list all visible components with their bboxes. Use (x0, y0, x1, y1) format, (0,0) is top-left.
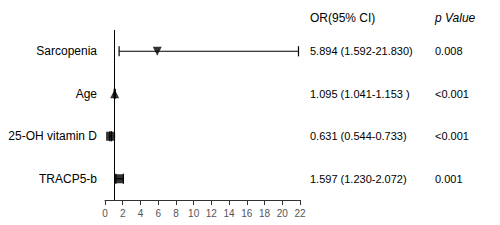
svg-text:Sarcopenia: Sarcopenia (36, 44, 97, 58)
svg-text:10: 10 (188, 208, 200, 219)
svg-text:0.008: 0.008 (435, 45, 463, 57)
svg-text:1.597 (1.230-2.072): 1.597 (1.230-2.072) (310, 173, 407, 185)
svg-text:14: 14 (224, 208, 236, 219)
svg-text:1.095 (1.041-1.153 ): 1.095 (1.041-1.153 ) (310, 88, 410, 100)
svg-text:16: 16 (241, 208, 253, 219)
svg-text:25-OH vitamin D: 25-OH vitamin D (8, 129, 97, 143)
svg-text:22: 22 (294, 208, 306, 219)
svg-text:TRACP5-b: TRACP5-b (39, 172, 97, 186)
svg-text:<0.001: <0.001 (435, 130, 469, 142)
svg-text:2: 2 (120, 208, 126, 219)
svg-text:Age: Age (76, 87, 98, 101)
svg-text:12: 12 (206, 208, 218, 219)
svg-text:0.631 (0.544-0.733): 0.631 (0.544-0.733) (310, 130, 407, 142)
svg-text:8: 8 (173, 208, 179, 219)
svg-text:OR(95% CI): OR(95% CI) (310, 11, 375, 25)
svg-text:5.894 (1.592-21.830): 5.894 (1.592-21.830) (310, 45, 413, 57)
svg-text:0: 0 (102, 208, 108, 219)
svg-text:0.001: 0.001 (435, 173, 463, 185)
svg-text:18: 18 (259, 208, 271, 219)
svg-text:6: 6 (155, 208, 161, 219)
svg-text:p Value: p Value (434, 11, 476, 25)
svg-text:<0.001: <0.001 (435, 88, 469, 100)
svg-text:4: 4 (138, 208, 144, 219)
svg-text:20: 20 (277, 208, 289, 219)
